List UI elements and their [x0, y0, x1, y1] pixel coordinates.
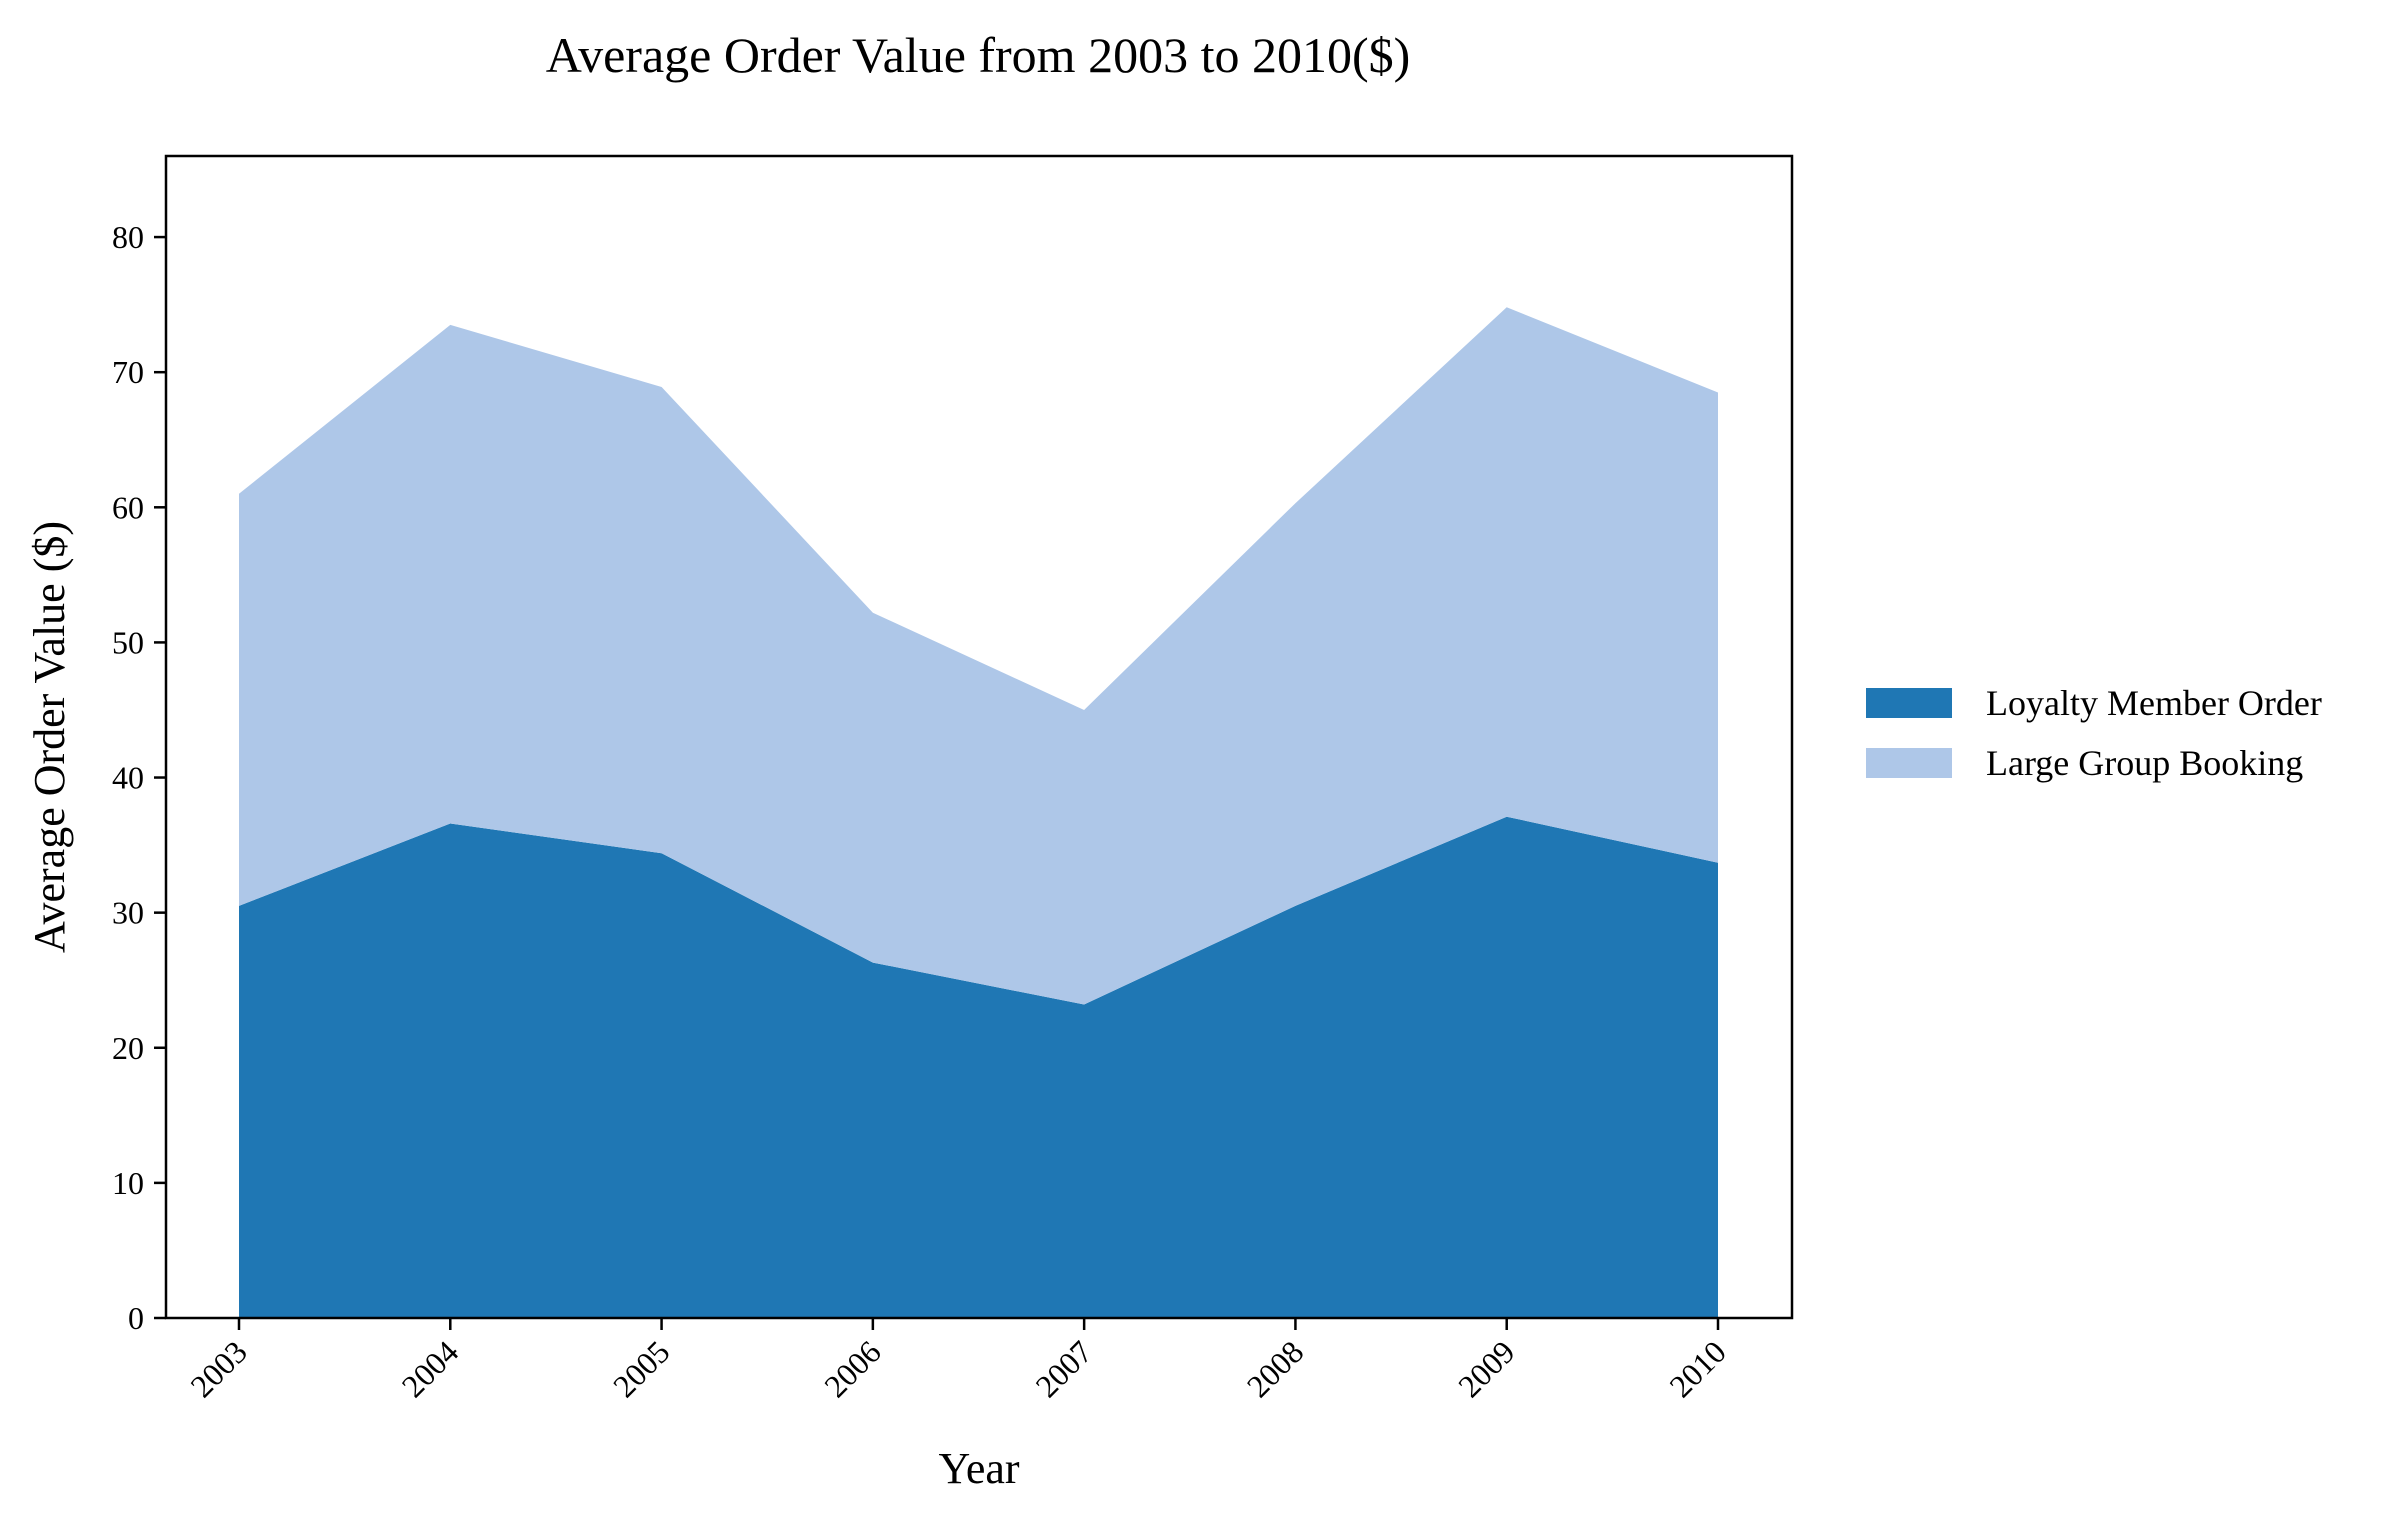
- x-tick-label: 2008: [1240, 1333, 1311, 1404]
- legend-swatch: [1866, 688, 1952, 718]
- x-tick-label: 2004: [395, 1333, 466, 1404]
- y-tick-label: 30: [112, 895, 144, 931]
- y-tick-label: 70: [112, 354, 144, 390]
- plot-frame: [164, 154, 1794, 1320]
- chart-title: Average Order Value from 2003 to 2010($): [546, 27, 1411, 83]
- legend: Loyalty Member Order Large Group Booking: [1866, 683, 2322, 783]
- y-tick-label: 40: [112, 760, 144, 796]
- y-tick-label: 50: [112, 624, 144, 660]
- x-tick-label: 2003: [183, 1333, 254, 1404]
- area-series-2: [239, 307, 1718, 1005]
- x-tick-label: 2006: [817, 1333, 888, 1404]
- y-tick-label: 80: [112, 219, 144, 255]
- y-tick-label: 60: [112, 489, 144, 525]
- x-tick-label: 2007: [1028, 1333, 1099, 1404]
- area-series-group: [239, 307, 1718, 1318]
- y-axis-title: Average Order Value ($): [25, 521, 74, 953]
- x-tick-label: 2009: [1451, 1333, 1522, 1404]
- x-tick-label: 2005: [606, 1333, 677, 1404]
- legend-label: Loyalty Member Order: [1986, 683, 2322, 723]
- legend-label: Large Group Booking: [1986, 743, 2303, 783]
- x-axis-title: Year: [938, 1444, 1019, 1493]
- y-tick-label: 0: [128, 1300, 144, 1336]
- x-axis: 2003 2004 2005 2006 2007 2008 2009 2010: [183, 1318, 1733, 1404]
- y-tick-label: 20: [112, 1030, 144, 1066]
- legend-swatch: [1866, 748, 1952, 778]
- y-tick-label: 10: [112, 1165, 144, 1201]
- area-series-1: [239, 816, 1718, 1318]
- y-axis: 0 10 20 30 40 50 60 70 80: [112, 219, 166, 1336]
- x-tick-label: 2010: [1662, 1333, 1733, 1404]
